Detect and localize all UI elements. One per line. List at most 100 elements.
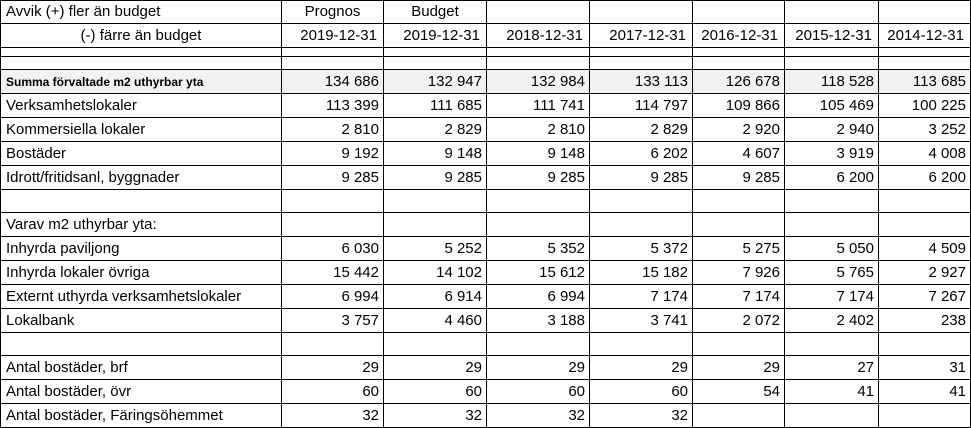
cell-value: 2 927 [878, 260, 971, 285]
cell-value: 9 192 [281, 141, 384, 166]
cell-value: 60 [281, 379, 384, 404]
cell-value [692, 189, 785, 213]
row-label: Kommersiella lokaler [0, 117, 282, 142]
table-row: Antal bostäder, brf 29 29 29 29 29 27 31 [0, 355, 971, 380]
cell-value: 2 829 [383, 117, 487, 142]
header-row-1: Avvik (+) fler än budget Prognos Budget [0, 0, 971, 24]
table-row: Lokalbank 3 757 4 460 3 188 3 741 2 072 2 402 2… [0, 308, 971, 333]
cell-value: 60 [486, 379, 590, 404]
cell-value: 9 148 [486, 141, 590, 166]
header-date-2014: 2014-12-31 [878, 23, 971, 48]
table-row: Antal bostäder, Färingsöhemmet 32 32 32 32 [0, 403, 971, 428]
cell-value: 29 [692, 355, 785, 380]
cell-value [784, 332, 879, 356]
header-top-2015 [784, 0, 879, 24]
cell-value: 3 252 [878, 117, 971, 142]
cell-value: 9 148 [383, 141, 487, 166]
header-date-2017: 2017-12-31 [589, 23, 693, 48]
table-row: Verksamhetslokaler 113 399 111 685 111 741 1… [0, 93, 971, 118]
gap-row [0, 56, 971, 70]
cell-value: 60 [589, 379, 693, 404]
cell-value: 27 [784, 355, 879, 380]
row-label [0, 189, 282, 213]
table-row: Idrott/fritidsanl, byggnader 9 285 9 285 9 … [0, 165, 971, 190]
header-top-prognos: Prognos [281, 0, 384, 24]
cell-value: 60 [383, 379, 487, 404]
cell-value: 54 [692, 379, 785, 404]
header-date-prognos: 2019-12-31 [281, 23, 384, 48]
cell-value: 2 072 [692, 308, 785, 333]
total-value: 132 984 [486, 69, 590, 94]
cell-value [878, 332, 971, 356]
cell-value: 5 252 [383, 236, 487, 261]
table-row: Antal bostäder, övr 60 60 60 60 54 41 41 [0, 379, 971, 404]
row-label: Antal bostäder, Färingsöhemmet [0, 403, 282, 428]
cell-value: 9 285 [692, 165, 785, 190]
total-value: 126 678 [692, 69, 785, 94]
cell-value: 5 372 [589, 236, 693, 261]
section-title-row: Varav m2 uthyrbar yta: [0, 212, 971, 237]
cell-value: 2 920 [692, 117, 785, 142]
cell-value [692, 403, 785, 428]
spacer-row [0, 332, 971, 356]
header-date-2015: 2015-12-31 [784, 23, 879, 48]
cell-value: 111 685 [383, 93, 487, 118]
cell-value: 32 [486, 403, 590, 428]
header-top-budget: Budget [383, 0, 487, 24]
cell-value: 7 267 [878, 284, 971, 309]
total-value: 118 528 [784, 69, 879, 94]
cell-value: 6 914 [383, 284, 487, 309]
cell-value: 4 509 [878, 236, 971, 261]
cell-value: 111 741 [486, 93, 590, 118]
header-date-2018: 2018-12-31 [486, 23, 590, 48]
total-value: 133 113 [589, 69, 693, 94]
total-value: 113 685 [878, 69, 971, 94]
cell-value: 113 399 [281, 93, 384, 118]
cell-value: 3 188 [486, 308, 590, 333]
cell-value [589, 189, 693, 213]
header-top-2016 [692, 0, 785, 24]
cell-value: 9 285 [589, 165, 693, 190]
cell-value [589, 332, 693, 356]
cell-value [784, 189, 879, 213]
cell-value: 6 202 [589, 141, 693, 166]
cell-value: 32 [383, 403, 487, 428]
header-row-2: (-) färre än budget 2019-12-31 2019-12-3… [0, 23, 971, 48]
section-title: Varav m2 uthyrbar yta: [0, 212, 282, 237]
row-label: Antal bostäder, brf [0, 355, 282, 380]
cell-value: 2 810 [281, 117, 384, 142]
header-label-line2: (-) färre än budget [0, 23, 282, 48]
header-label-line1: Avvik (+) fler än budget [0, 0, 282, 24]
table-row: Bostäder 9 192 9 148 9 148 6 202 4 607 3 919 4 … [0, 141, 971, 166]
cell-value: 2 810 [486, 117, 590, 142]
cell-value [784, 403, 879, 428]
cell-value [281, 332, 384, 356]
cell-value: 238 [878, 308, 971, 333]
cell-value [383, 212, 487, 237]
cell-value [692, 332, 785, 356]
cell-value: 31 [878, 355, 971, 380]
total-row: Summa förvaltade m2 uthyrbar yta 134 686… [0, 69, 971, 94]
cell-value: 100 225 [878, 93, 971, 118]
cell-value [878, 403, 971, 428]
cell-value: 2 402 [784, 308, 879, 333]
gap-row [0, 47, 971, 57]
cell-value [383, 332, 487, 356]
cell-value: 7 926 [692, 260, 785, 285]
header-date-2016: 2016-12-31 [692, 23, 785, 48]
row-label: Idrott/fritidsanl, byggnader [0, 165, 282, 190]
cell-value [878, 212, 971, 237]
cell-value: 2 829 [589, 117, 693, 142]
row-label: Externt uthyrda verksamhetslokaler [0, 284, 282, 309]
cell-value [486, 332, 590, 356]
cell-value: 29 [383, 355, 487, 380]
cell-value [692, 212, 785, 237]
row-label: Verksamhetslokaler [0, 93, 282, 118]
cell-value [589, 212, 693, 237]
cell-value: 41 [784, 379, 879, 404]
header-date-budget: 2019-12-31 [383, 23, 487, 48]
cell-value: 5 352 [486, 236, 590, 261]
cell-value: 9 285 [486, 165, 590, 190]
cell-value: 2 940 [784, 117, 879, 142]
